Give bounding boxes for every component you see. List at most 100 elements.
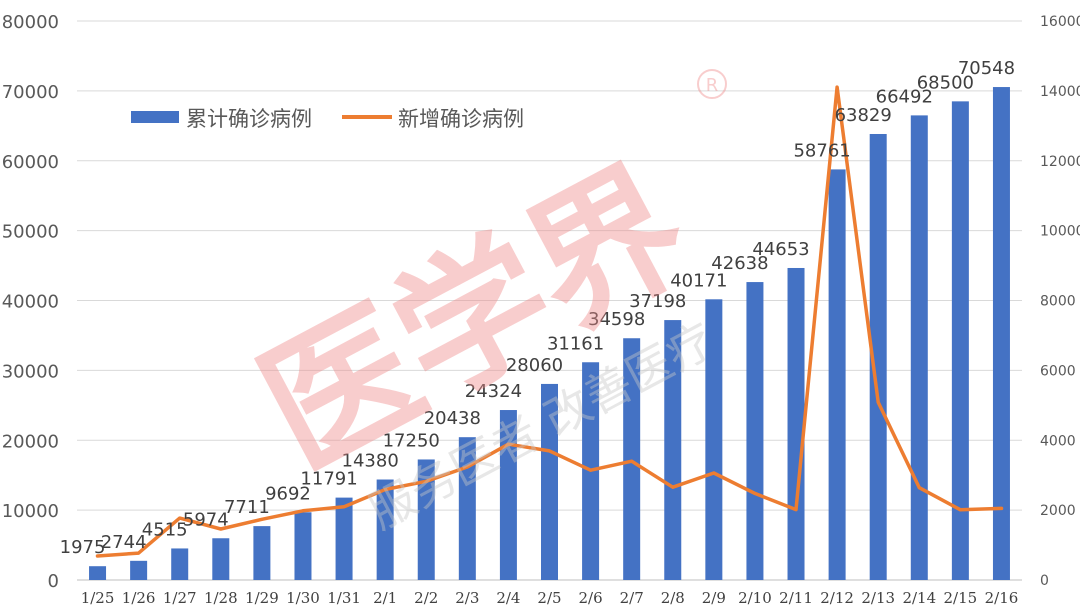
data-label: 31161: [547, 333, 604, 354]
data-label: 9692: [265, 483, 311, 504]
legend-swatch-cumulative: [131, 111, 179, 123]
data-label: 40171: [670, 270, 727, 291]
y-right-tick-label: 14000: [1040, 84, 1080, 100]
y-left-tick-label: 80000: [2, 12, 59, 33]
data-label: 17250: [383, 430, 440, 451]
data-label: 70548: [958, 58, 1015, 79]
gridlines: [77, 20, 1022, 581]
bar-2-11: [787, 267, 805, 580]
x-tick-label: 1/29: [245, 589, 279, 607]
x-tick-label: 1/26: [122, 589, 156, 607]
line-point-2-11: [794, 508, 798, 512]
y-right-tick-label: 2000: [1040, 503, 1076, 519]
y-left-tick-label: 30000: [2, 361, 59, 382]
bar-2-13: [869, 133, 887, 580]
x-tick-label: 2/5: [537, 589, 561, 607]
line-point-2-2: [424, 479, 428, 483]
line-series: [95, 85, 1004, 558]
bar-2-5: [541, 383, 558, 580]
watermark-registered-mark: R: [706, 75, 719, 96]
legend-label-new: 新增确诊病例: [398, 107, 524, 131]
data-label: 37198: [629, 291, 686, 312]
x-tick-label: 2/9: [702, 589, 726, 607]
watermark: 医学界 服务医者 改善医疗 R: [234, 69, 727, 540]
x-tick-label: 2/10: [738, 589, 772, 607]
bar-2-4: [499, 410, 517, 580]
line-point-2-1: [383, 488, 387, 492]
bar-2-1: [376, 479, 394, 580]
y-left-tick-label: 60000: [2, 152, 59, 173]
line-point-2-6: [589, 468, 593, 472]
line-point-2-16: [999, 506, 1003, 510]
bar-series: [89, 87, 1010, 581]
line-point-1-26: [137, 551, 141, 555]
bar-2-8: [664, 320, 682, 580]
data-label: 42638: [711, 253, 768, 274]
line-point-2-15: [958, 508, 962, 512]
line-point-2-9: [712, 471, 716, 475]
x-tick-label: 2/13: [861, 589, 895, 607]
data-label: 28060: [506, 355, 563, 376]
x-tick-label: 2/2: [414, 589, 438, 607]
data-label: 58761: [793, 140, 850, 161]
y-right-tick-label: 10000: [1040, 224, 1080, 240]
data-label: 1975: [60, 537, 106, 558]
bar-1-27: [171, 548, 189, 580]
y-right-tick-label: 8000: [1040, 294, 1076, 310]
data-label: 68500: [917, 72, 974, 93]
y-right-tick-label: 6000: [1040, 363, 1076, 379]
x-tick-label: 1/25: [81, 589, 115, 607]
legend-label-cumulative: 累计确诊病例: [186, 107, 312, 131]
y-left-tick-label: 50000: [2, 222, 59, 243]
bar-1-26: [130, 560, 148, 580]
bar-1-25: [89, 566, 107, 580]
x-tick-label: 2/15: [944, 589, 978, 607]
x-tick-label: 2/4: [496, 589, 520, 607]
data-labels: 1975274445155974771196921179114380172502…: [60, 58, 1015, 558]
line-point-2-12: [835, 85, 839, 89]
y-left-tick-label: 40000: [2, 292, 59, 313]
data-label: 4515: [142, 519, 188, 540]
line-point-1-30: [301, 509, 305, 513]
x-tick-label: 1/30: [286, 589, 320, 607]
bar-2-15: [951, 101, 969, 580]
x-tick-label: 2/3: [455, 589, 479, 607]
line-point-1-25: [96, 554, 100, 558]
y-left-tick-label: 0: [48, 571, 59, 592]
y-right-tick-label: 12000: [1040, 154, 1080, 170]
right-axis: 0 2000 4000 6000 8000 10000 12000 14000 16000: [1040, 14, 1080, 589]
y-right-tick-label: 0: [1040, 573, 1049, 589]
line-point-1-27: [178, 516, 182, 520]
y-left-tick-label: 20000: [2, 431, 59, 452]
line-point-2-3: [465, 465, 469, 469]
line-point-1-29: [260, 517, 264, 521]
line-point-2-13: [876, 400, 880, 404]
bar-2-16: [992, 87, 1010, 581]
bar-1-31: [335, 497, 353, 580]
bar-2-10: [746, 282, 764, 580]
data-label: 66492: [876, 86, 933, 107]
x-tick-label: 2/11: [779, 589, 813, 607]
y-right-tick-label: 4000: [1040, 433, 1076, 449]
bar-2-7: [623, 338, 641, 580]
x-axis: 1/25 1/26 1/27 1/28 1/29 1/30 1/31 2/1 2/2 2/3 2/4…: [81, 589, 1019, 607]
bar-1-28: [212, 538, 230, 580]
x-tick-label: 1/28: [204, 589, 238, 607]
bar-2-3: [458, 437, 476, 580]
bar-2-14: [910, 115, 928, 581]
line-point-2-4: [506, 442, 510, 446]
x-tick-label: 2/8: [661, 589, 685, 607]
line-point-2-7: [630, 459, 634, 463]
line-point-1-31: [342, 505, 346, 509]
x-tick-label: 2/7: [620, 589, 644, 607]
line-point-2-5: [548, 449, 551, 453]
x-tick-label: 1/27: [163, 589, 197, 607]
x-tick-label: 1/31: [327, 589, 361, 607]
data-label: 5974: [183, 509, 229, 530]
left-axis: 0 10000 20000 30000 40000 50000 60000 70000 8000…: [2, 12, 59, 592]
line-point-2-10: [753, 491, 757, 495]
legend: 累计确诊病例 新增确诊病例: [131, 107, 524, 131]
line-point-2-8: [671, 485, 675, 489]
data-label: 24324: [465, 381, 522, 402]
